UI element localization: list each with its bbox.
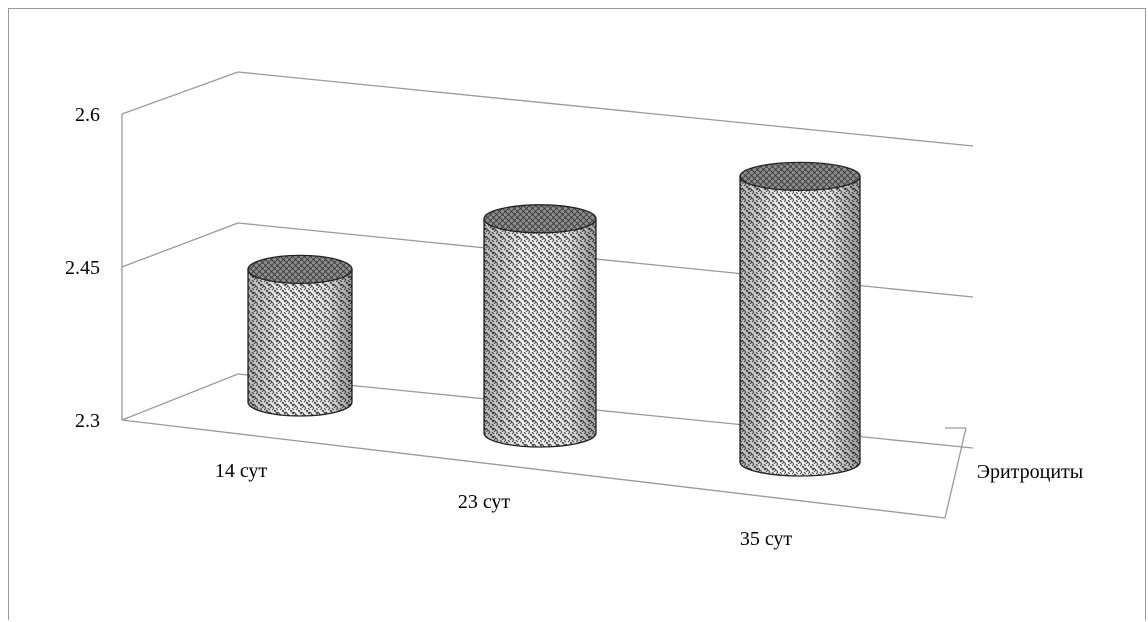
category-labels: 14 сут 23 сут 35 сут	[215, 460, 793, 550]
y-tick-label: 2.6	[75, 104, 100, 126]
bar-cylinder	[247, 254, 353, 417]
category-label: 35 сут	[740, 528, 793, 550]
chart-frame	[8, 8, 1146, 620]
bar-top	[483, 204, 597, 234]
bar-top	[247, 254, 353, 285]
gridline-back	[237, 71, 974, 147]
bar-cylinder	[739, 161, 861, 477]
floor-right-edge	[944, 427, 967, 519]
bar-shading	[484, 218, 596, 447]
gridline-side	[121, 373, 239, 421]
floor-front-edge	[121, 419, 946, 519]
bar-shading	[248, 269, 352, 416]
bar-cylinder	[483, 204, 597, 448]
gridline-side	[121, 71, 239, 115]
series-label: Эритроциты	[977, 461, 1083, 483]
y-axis-ticks: 2.3 2.45 2.6	[65, 104, 100, 432]
gridline-side	[121, 222, 239, 268]
y-tick-label: 2.45	[65, 257, 100, 279]
series-labels: Эритроциты	[977, 461, 1083, 483]
bar-top	[739, 161, 861, 192]
category-label: 14 сут	[215, 460, 268, 482]
category-label: 23 сут	[458, 491, 511, 513]
y-tick-label: 2.3	[75, 410, 100, 432]
bars	[247, 161, 861, 477]
bar-shading	[740, 176, 860, 476]
